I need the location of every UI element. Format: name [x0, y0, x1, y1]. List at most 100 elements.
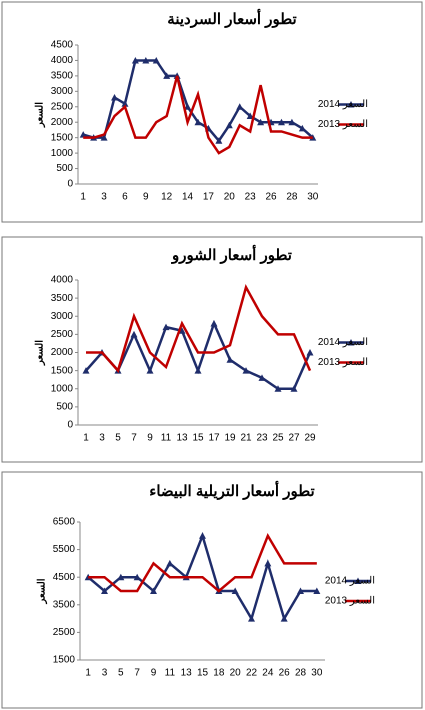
point-marker: [231, 587, 239, 594]
x-tick-label: 30: [307, 192, 319, 203]
x-tick-label: 7: [131, 433, 137, 444]
x-tick-label: 20: [230, 668, 242, 679]
x-tick-label: 3: [101, 192, 107, 203]
point-marker: [288, 118, 296, 126]
x-tick-label: 22: [246, 668, 258, 679]
point-marker: [258, 374, 266, 381]
x-tick-label: 28: [295, 668, 307, 679]
point-marker: [184, 103, 192, 110]
legend-marker: [347, 101, 355, 108]
y-tick-label: 5500: [53, 544, 76, 555]
y-tick-label: 2500: [51, 101, 74, 112]
y-tick-label: 3000: [51, 311, 74, 322]
x-tick-label: 23: [256, 433, 268, 444]
point-marker: [242, 367, 250, 374]
x-tick-label: 30: [311, 668, 323, 679]
x-tick-label: 3: [102, 668, 108, 679]
point-marker: [121, 100, 129, 107]
chart-title: تطور أسعار التريلية البيضاء: [149, 480, 314, 500]
x-tick-label: 1: [83, 433, 89, 444]
y-axis-label: السعر: [35, 340, 46, 366]
x-tick-label: 5: [115, 433, 121, 444]
x-tick-label: 1: [85, 668, 91, 679]
y-tick-label: 500: [56, 163, 73, 174]
x-tick-label: 23: [245, 192, 257, 203]
point-marker: [277, 118, 285, 126]
x-tick-label: 29: [304, 433, 316, 444]
y-tick-label: 6500: [53, 517, 76, 528]
y-tick-label: 2500: [53, 627, 76, 638]
point-marker: [150, 587, 157, 594]
x-tick-label: 24: [262, 668, 274, 679]
y-tick-label: 1500: [53, 655, 76, 666]
x-tick-label: 12: [161, 192, 173, 203]
y-tick-label: 0: [67, 420, 73, 431]
x-tick-label: 11: [165, 668, 176, 679]
chart-title: تطور أسعار الشورو: [171, 244, 292, 264]
point-marker: [236, 103, 244, 110]
x-tick-label: 6: [122, 192, 128, 203]
x-tick-label: 9: [143, 192, 149, 203]
legend-marker: [347, 339, 355, 346]
point-marker: [246, 112, 254, 120]
legend-label: السعر 2014: [325, 576, 375, 587]
x-tick-label: 9: [151, 668, 157, 679]
y-tick-label: 1000: [51, 148, 74, 159]
y-tick-label: 2000: [51, 117, 74, 128]
x-tick-label: 17: [203, 192, 215, 203]
point-marker: [194, 367, 202, 374]
point-marker: [111, 94, 119, 101]
point-marker: [162, 323, 170, 331]
x-tick-label: 15: [192, 433, 204, 444]
y-tick-label: 3500: [51, 293, 74, 304]
point-marker: [133, 573, 141, 581]
point-marker: [298, 124, 306, 132]
point-marker: [130, 330, 138, 338]
point-marker: [163, 72, 171, 79]
point-marker: [225, 121, 233, 129]
y-tick-label: 1500: [51, 132, 74, 143]
point-marker: [79, 131, 87, 138]
y-tick-label: 3500: [51, 71, 74, 82]
point-marker: [142, 56, 150, 64]
y-tick-label: 2000: [51, 347, 74, 358]
point-marker: [210, 320, 218, 327]
x-tick-label: 3: [99, 433, 105, 444]
point-marker: [166, 559, 174, 567]
point-marker: [297, 587, 304, 594]
y-axis-label: السعر: [37, 578, 48, 604]
x-tick-label: 17: [208, 433, 220, 444]
point-marker: [226, 356, 234, 363]
y-tick-label: 4000: [51, 275, 74, 286]
y-tick-label: 4500: [53, 572, 76, 583]
point-marker: [280, 615, 288, 622]
x-tick-label: 25: [272, 433, 284, 444]
point-marker: [199, 532, 206, 539]
chart-frame: [1, 1, 423, 223]
legend-marker: [354, 577, 362, 584]
series-line: [83, 75, 313, 155]
chart-title: تطور أسعار السردينة: [167, 8, 296, 28]
y-tick-label: 3500: [53, 599, 76, 610]
point-marker: [117, 573, 125, 581]
legend-label: السعر 2014: [318, 337, 368, 348]
x-tick-label: 7: [134, 668, 140, 679]
x-tick-label: 5: [118, 668, 124, 679]
series-line: [86, 283, 312, 374]
point-marker: [82, 367, 90, 374]
point-marker: [313, 587, 321, 594]
y-tick-label: 4500: [51, 40, 74, 51]
y-tick-label: 0: [67, 179, 73, 190]
x-tick-label: 19: [224, 433, 236, 444]
legend-label: السعر 2013: [318, 357, 368, 368]
y-axis-label: السعر: [35, 102, 46, 128]
x-tick-label: 13: [176, 433, 188, 444]
chart-frame: [1, 471, 423, 709]
series-line: [88, 532, 317, 593]
x-tick-label: 18: [213, 668, 225, 679]
y-tick-label: 1500: [51, 365, 74, 376]
y-tick-label: 2500: [51, 329, 74, 340]
point-marker: [131, 56, 139, 64]
point-marker: [101, 587, 108, 594]
